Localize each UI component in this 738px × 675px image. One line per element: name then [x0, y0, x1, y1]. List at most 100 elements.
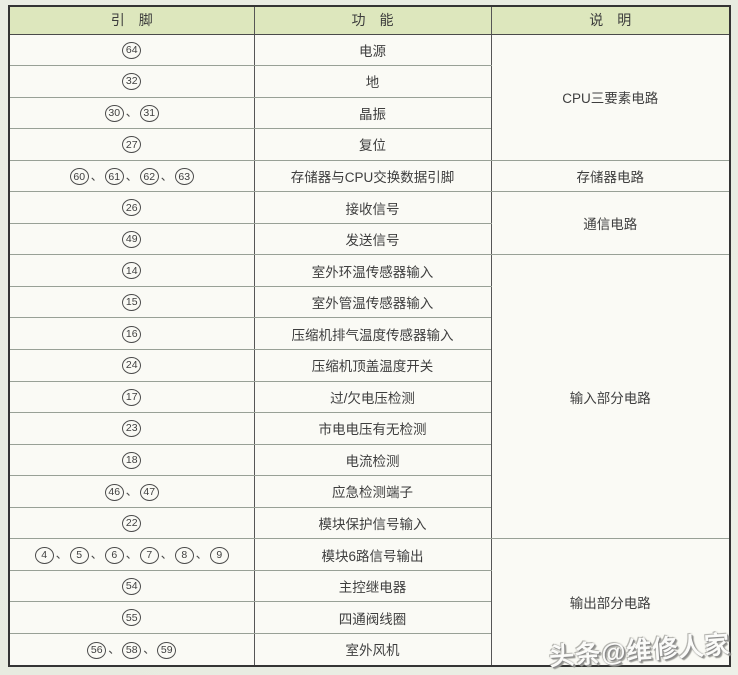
pin-cell: 23 [8, 412, 255, 445]
pin-function-table: 引 脚 功 能 说 明 64 电源 CPU三要素电路 32 地 30、 31 晶振 27 复位 60… [8, 5, 731, 667]
pin-number: 4 [34, 546, 54, 564]
function-cell: 电流检测 [253, 443, 492, 477]
pin-separator: 、 [125, 105, 138, 120]
table-row: 22 模块保护信号输入 [8, 506, 730, 540]
pin-cell: 56、 58、 59 [8, 632, 255, 667]
pin-separator: 、 [55, 547, 68, 562]
function-cell: 复位 [253, 128, 492, 161]
table-row: 55 四通阀线圈 [8, 601, 730, 634]
pin-number: 47 [139, 483, 159, 501]
pin-cell: 64 [8, 33, 255, 67]
group-cell: 输出部分电路 [490, 538, 731, 667]
table-header: 引 脚 功 能 说 明 [8, 5, 731, 35]
function-cell: 室外风机 [253, 632, 492, 667]
group-cell: 通信电路 [490, 191, 731, 256]
pin-cell: 15 [8, 285, 255, 319]
table-row: 56、 58、 59 室外风机 [8, 632, 730, 667]
function-cell: 过/欠电压检测 [253, 380, 492, 414]
pin-number: 15 [122, 294, 142, 312]
pin-number: 8 [174, 546, 194, 564]
pin-number: 60 [69, 168, 89, 186]
header-row: 引 脚 功 能 说 明 [8, 5, 731, 35]
pin-number: 49 [122, 230, 142, 248]
pin-separator: 、 [90, 547, 103, 562]
pin-separator: 、 [125, 484, 138, 499]
pin-number: 27 [122, 136, 142, 154]
pin-number: 32 [122, 73, 142, 91]
pin-number: 6 [104, 546, 124, 564]
pin-cell: 30、 31 [8, 96, 255, 130]
pin-cell: 26 [8, 191, 255, 224]
function-cell: 接收信号 [253, 191, 492, 224]
pin-cell: 17 [8, 380, 255, 414]
pin-cell: 60、 61、 62、 63 [8, 159, 255, 193]
pin-number: 30 [104, 105, 124, 123]
function-cell: 压缩机顶盖温度开关 [253, 348, 492, 382]
pin-number: 9 [209, 546, 229, 564]
pin-number: 62 [139, 168, 159, 186]
pin-number: 14 [122, 262, 142, 280]
pin-number: 55 [122, 609, 142, 627]
pin-number: 16 [122, 325, 142, 343]
pin-separator: 、 [125, 547, 138, 562]
table-row: 54 主控继电器 [8, 569, 730, 603]
table-row: 4、 5、 6、 7、 8、 9 模块6路信号输出 输出部分电路 [8, 538, 731, 667]
pin-cell: 32 [8, 65, 255, 98]
pin-number: 22 [122, 514, 142, 532]
pin-separator: 、 [160, 168, 173, 183]
table-row: 26 接收信号 通信电路 [8, 191, 731, 256]
pin-separator: 、 [143, 642, 156, 657]
function-cell: 电源 [253, 33, 492, 67]
table-row: 64 电源 CPU三要素电路 [8, 33, 731, 161]
pin-cell: 14 [8, 254, 255, 287]
function-cell: 存储器与CPU交换数据引脚 [253, 159, 492, 193]
table-row: 27 复位 [8, 128, 730, 161]
function-cell: 压缩机排气温度传感器输入 [253, 317, 492, 350]
function-cell: 室外管温传感器输入 [253, 285, 492, 319]
function-cell: 四通阀线圈 [253, 601, 492, 634]
pin-number: 7 [139, 546, 159, 564]
table-row: 14 室外环温传感器输入 输入部分电路 [8, 254, 731, 540]
table-row: 24 压缩机顶盖温度开关 [8, 348, 730, 382]
pin-separator: 、 [125, 168, 138, 183]
pin-number: 56 [87, 641, 107, 659]
pin-separator: 、 [195, 547, 208, 562]
pin-cell: 4、 5、 6、 7、 8、 9 [8, 538, 255, 571]
table-row: 15 室外管温传感器输入 [8, 285, 730, 319]
table-row: 23 市电电压有无检测 [8, 412, 730, 445]
pin-number: 31 [139, 105, 159, 123]
function-cell: 地 [253, 65, 492, 98]
pin-table-body: 64 电源 CPU三要素电路 32 地 30、 31 晶振 27 复位 60、 61、 62、 63 存储器… [8, 33, 731, 667]
header-pin: 引 脚 [8, 5, 255, 35]
pin-number: 46 [104, 483, 124, 501]
function-cell: 应急检测端子 [253, 475, 492, 508]
header-function: 功 能 [253, 5, 492, 35]
pin-number: 24 [122, 357, 142, 375]
function-cell: 发送信号 [253, 222, 492, 256]
pin-number: 26 [122, 199, 142, 217]
function-cell: 室外环温传感器输入 [253, 254, 492, 287]
pin-cell: 24 [8, 348, 255, 382]
group-cell: 输入部分电路 [490, 254, 731, 540]
pin-separator: 、 [108, 642, 121, 657]
pin-number: 18 [122, 451, 142, 469]
pin-cell: 49 [8, 222, 255, 256]
pin-number: 54 [122, 577, 142, 595]
group-cell: CPU三要素电路 [490, 33, 731, 161]
pin-separator: 、 [90, 168, 103, 183]
pin-cell: 18 [8, 443, 255, 477]
pin-cell: 27 [8, 128, 255, 161]
group-cell: 存储器电路 [490, 159, 731, 193]
pin-number: 58 [122, 641, 142, 659]
pin-cell: 55 [8, 601, 255, 634]
pin-number: 59 [157, 641, 177, 659]
pin-cell: 16 [8, 317, 255, 350]
pin-cell: 22 [8, 506, 255, 540]
pin-number: 17 [122, 388, 142, 406]
function-cell: 模块保护信号输入 [253, 506, 492, 540]
table-row: 32 地 [8, 65, 730, 98]
table-row: 60、 61、 62、 63 存储器与CPU交换数据引脚 存储器电路 [8, 159, 731, 193]
pin-number: 23 [122, 420, 142, 438]
table-row: 46、 47 应急检测端子 [8, 475, 730, 508]
